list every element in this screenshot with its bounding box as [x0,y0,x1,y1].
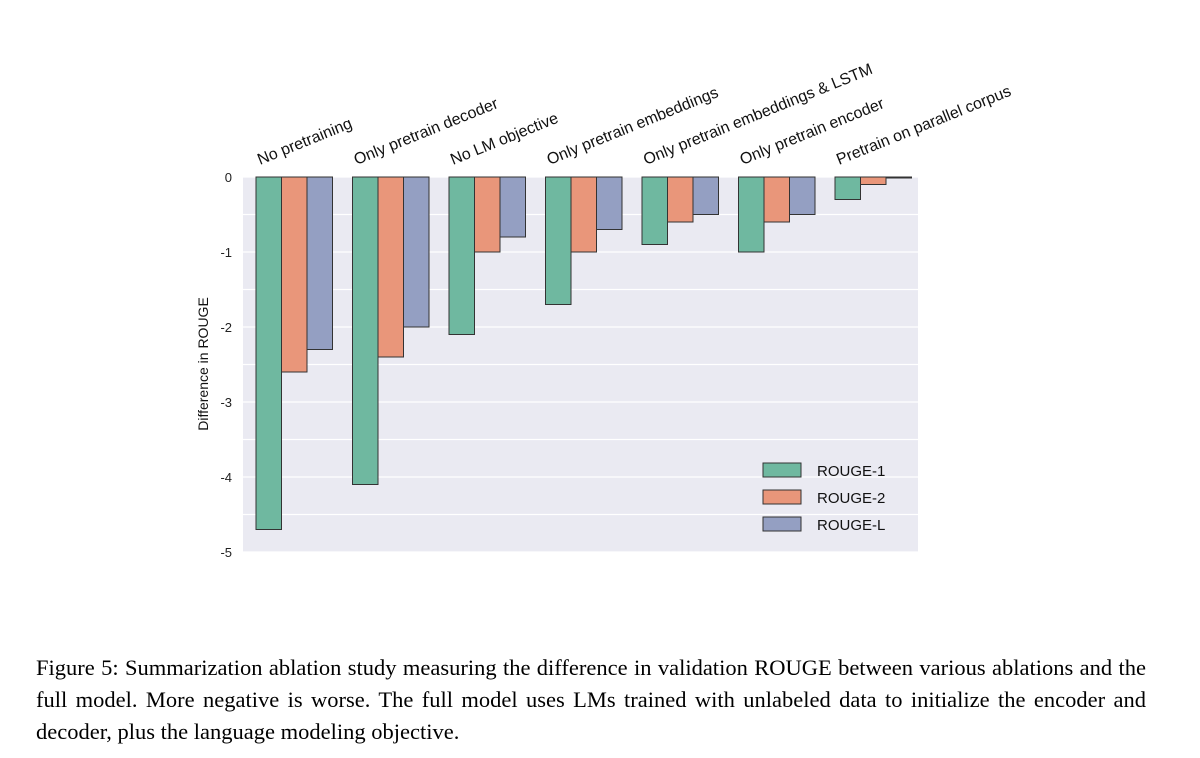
bar-rouge-l [596,176,623,230]
legend: ROUGE-1 ROUGE-2 ROUGE-L [762,462,885,534]
y-tick-label: -3 [220,395,232,410]
legend-label: ROUGE-L [817,517,885,534]
bar-rouge-l [692,176,719,215]
bar-rouge-2 [667,176,694,223]
bar-rouge-l [403,176,430,328]
category-label: No pretraining [255,115,355,168]
bar-rouge-1 [352,176,379,485]
bar-rouge-1 [545,176,572,305]
bar-rouge-2 [763,176,790,223]
bar-rouge-1 [738,176,765,253]
bar-rouge-1 [834,176,861,200]
bar-rouge-2 [281,176,308,373]
bar-rouge-l [885,176,912,179]
bars [255,176,912,530]
bar-rouge-2 [570,176,597,253]
bar-rouge-1 [448,176,475,335]
y-axis-label: Difference in ROUGE [195,297,211,431]
bar-rouge-l [499,176,526,238]
bar-rouge-2 [377,176,404,358]
category-label: Only pretrain embeddings [545,84,721,168]
legend-label: ROUGE-2 [817,490,885,507]
y-tick-label: -1 [220,245,232,260]
legend-swatch [762,516,802,532]
category-label: Pretrain on parallel corpus [834,83,1014,169]
y-tick-labels: 0 -1 -2 -3 -4 -5 [220,170,232,560]
bar-rouge-2 [474,176,501,253]
figure-caption: Figure 5: Summarization ablation study m… [36,655,1146,744]
y-tick-label: -2 [220,320,232,335]
bar-rouge-1 [641,176,668,245]
y-tick-label: -5 [220,545,232,560]
legend-swatch [762,462,802,478]
bar-rouge-1 [255,176,282,530]
bar-rouge-l [306,176,333,350]
bar-rouge-l [789,176,816,215]
y-tick-label: 0 [225,170,232,185]
bar-rouge-2 [860,176,887,185]
legend-label: ROUGE-1 [817,463,885,480]
y-tick-label: -4 [220,470,232,485]
legend-swatch [762,489,802,505]
